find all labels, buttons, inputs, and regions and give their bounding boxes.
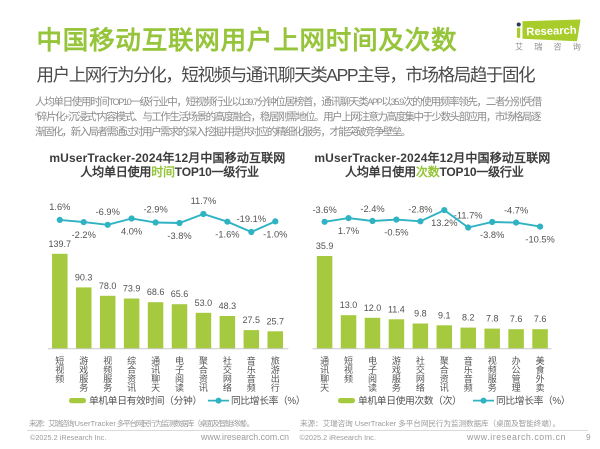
svg-text:-4.7%: -4.7% — [504, 206, 528, 216]
svg-text:游戏服务: 游戏服务 — [392, 355, 401, 393]
svg-text:单机单日有效时间（分钟）: 单机单日有效时间（分钟） — [89, 394, 202, 407]
svg-text:人均单日使用时间TOP10一级行业: 人均单日使用时间TOP10一级行业 — [80, 164, 259, 179]
svg-text:13.2%: 13.2% — [431, 218, 457, 228]
svg-text:视频服务: 视频服务 — [103, 355, 112, 393]
svg-text:社交网络: 社交网络 — [223, 355, 232, 393]
svg-text:7.8: 7.8 — [486, 314, 499, 324]
svg-text:艾瑞咨询: 艾瑞咨询 — [515, 41, 589, 51]
svg-text:-1.6%: -1.6% — [215, 230, 239, 240]
svg-text:短视频: 短视频 — [55, 355, 64, 384]
svg-text:短视频: 短视频 — [344, 355, 353, 384]
svg-text:65.6: 65.6 — [171, 289, 189, 299]
svg-text:4.0%: 4.0% — [121, 227, 142, 237]
svg-text:同比增长率（%）: 同比增长率（%） — [496, 394, 570, 407]
svg-text:7.6: 7.6 — [510, 314, 523, 324]
svg-text:音乐音频: 音乐音频 — [247, 355, 256, 393]
svg-text:mUserTracker-2024年12月中国移动互联网: mUserTracker-2024年12月中国移动互联网 — [49, 150, 285, 165]
svg-text:社交网络: 社交网络 — [416, 355, 425, 393]
svg-text:-10.5%: -10.5% — [525, 235, 554, 245]
svg-text:-2.9%: -2.9% — [143, 205, 167, 215]
svg-text:mUserTracker-2024年12月中国移动互联网: mUserTracker-2024年12月中国移动互联网 — [314, 150, 550, 165]
svg-text:同比增长率（%）: 同比增长率（%） — [231, 394, 305, 407]
svg-text:聚合资讯: 聚合资讯 — [440, 356, 449, 393]
svg-text:通讯聊天: 通讯聊天 — [320, 356, 329, 393]
svg-text:1.7%: 1.7% — [338, 226, 359, 236]
svg-text:通讯聊天: 通讯聊天 — [151, 356, 160, 393]
svg-text:-19.1%: -19.1% — [237, 214, 266, 224]
svg-text:-2.8%: -2.8% — [408, 204, 432, 214]
svg-text:48.3: 48.3 — [219, 301, 237, 311]
svg-text:-3.8%: -3.8% — [167, 231, 191, 241]
svg-text:68.6: 68.6 — [147, 287, 165, 297]
svg-text:综合资讯: 综合资讯 — [127, 355, 136, 393]
svg-text:音乐音频: 音乐音频 — [464, 355, 473, 393]
svg-text:12.0: 12.0 — [364, 303, 382, 313]
svg-text:139.7: 139.7 — [49, 239, 72, 249]
svg-text:聚合资讯: 聚合资讯 — [199, 356, 208, 393]
svg-text:73.9: 73.9 — [123, 284, 141, 294]
svg-text:7.6: 7.6 — [534, 314, 547, 324]
svg-text:13.0: 13.0 — [340, 300, 358, 310]
svg-text:-0.5%: -0.5% — [384, 228, 408, 238]
svg-text:游戏服务: 游戏服务 — [79, 355, 88, 393]
svg-text:9.1: 9.1 — [438, 310, 451, 320]
svg-text:11.7%: 11.7% — [191, 196, 217, 206]
svg-text:人均单日使用次数TOP10一级行业: 人均单日使用次数TOP10一级行业 — [345, 164, 524, 179]
svg-text:-11.7%: -11.7% — [454, 211, 483, 221]
svg-text:90.3: 90.3 — [75, 272, 93, 282]
svg-text:视频服务: 视频服务 — [488, 355, 497, 393]
svg-text:9.8: 9.8 — [414, 309, 427, 319]
svg-text:Research: Research — [526, 25, 577, 39]
svg-text:电子阅读: 电子阅读 — [368, 355, 377, 393]
svg-text:-6.9%: -6.9% — [96, 207, 120, 217]
svg-text:-2.2%: -2.2% — [72, 230, 96, 240]
svg-text:53.0: 53.0 — [195, 298, 213, 308]
svg-text:单机单日使用次数（次）: 单机单日使用次数（次） — [358, 394, 461, 407]
svg-text:-3.8%: -3.8% — [480, 230, 504, 240]
svg-text:-3.6%: -3.6% — [312, 205, 336, 215]
svg-text:-1.0%: -1.0% — [263, 229, 287, 239]
svg-text:8.2: 8.2 — [462, 313, 475, 323]
svg-text:旅游出行: 旅游出行 — [271, 355, 280, 393]
svg-text:办公管理: 办公管理 — [512, 355, 521, 393]
svg-text:35.9: 35.9 — [316, 241, 334, 251]
svg-text:78.0: 78.0 — [99, 281, 117, 291]
svg-text:25.7: 25.7 — [267, 316, 285, 326]
svg-text:1.6%: 1.6% — [49, 202, 70, 212]
svg-text:电子阅读: 电子阅读 — [175, 355, 184, 393]
svg-text:11.4: 11.4 — [388, 304, 405, 314]
svg-text:美食外卖: 美食外卖 — [536, 355, 545, 393]
svg-text:-2.4%: -2.4% — [360, 204, 384, 214]
svg-text:27.5: 27.5 — [243, 315, 261, 325]
